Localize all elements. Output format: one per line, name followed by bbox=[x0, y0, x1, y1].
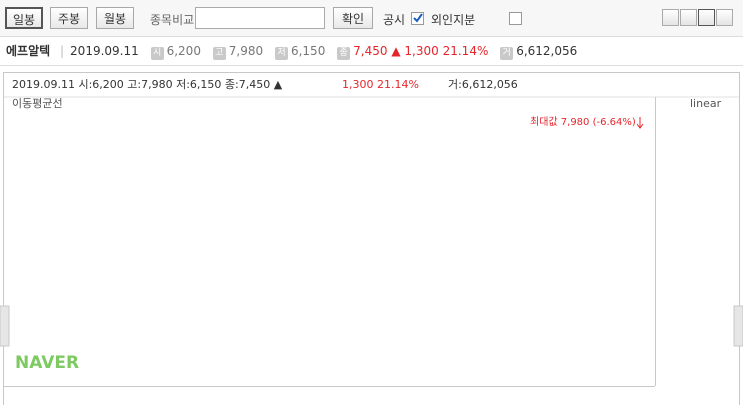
tool-icon[interactable] bbox=[698, 9, 715, 26]
separator: | bbox=[60, 44, 65, 58]
chart-info: 2019.09.11 시:6,200 고:7,980 저:6,150 종:7,4… bbox=[12, 78, 283, 91]
compare-label: 종목비교 bbox=[150, 13, 195, 27]
open: 6,200 bbox=[166, 44, 201, 58]
tag: 저 bbox=[274, 47, 288, 60]
tag: 고 bbox=[212, 47, 226, 60]
high: 7,980 bbox=[228, 44, 264, 58]
tag: 거 bbox=[500, 47, 514, 60]
tab-week[interactable]: 주봉 bbox=[50, 7, 88, 29]
confirm-button[interactable]: 확인 bbox=[333, 7, 373, 29]
legend-title: 이동평균선 bbox=[12, 97, 63, 110]
change: 1,300 bbox=[404, 44, 439, 58]
tag: 시 bbox=[150, 47, 164, 60]
change-pct: 21.14% bbox=[442, 44, 489, 58]
tool-icon[interactable] bbox=[680, 9, 697, 26]
side-tab[interactable] bbox=[0, 305, 10, 347]
tab-day[interactable]: 일봉 bbox=[5, 7, 43, 29]
volume: 6,612,056 bbox=[516, 44, 578, 58]
scale-label: linear bbox=[690, 97, 722, 110]
tag: 종 bbox=[337, 47, 351, 60]
chart-volume: 거:6,612,056 bbox=[448, 78, 518, 91]
foreign-label: 외인지분 bbox=[431, 13, 476, 27]
quote-date: 2019.09.11 bbox=[70, 44, 139, 58]
watermark: NAVER bbox=[15, 353, 79, 373]
disclosure-label: 공시 bbox=[383, 13, 406, 27]
max-arrow bbox=[636, 117, 644, 129]
tool-icon[interactable] bbox=[662, 9, 679, 26]
up-mark: ▲ bbox=[391, 44, 401, 58]
stock-name: 에프알텍 bbox=[6, 44, 51, 58]
max-note: 최대값 7,980 (-6.64%) bbox=[530, 116, 636, 128]
close: 7,450 bbox=[353, 44, 388, 58]
tab-month[interactable]: 월봉 bbox=[96, 7, 134, 29]
side-tab[interactable] bbox=[733, 305, 743, 347]
check-mark: 3,0004,0005,0006,0007,0002019.042019.052… bbox=[413, 13, 423, 23]
foreign-checkbox[interactable] bbox=[509, 12, 522, 25]
compare-input[interactable] bbox=[195, 7, 325, 29]
low: 6,150 bbox=[290, 44, 326, 58]
chart-change: 1,300 21.14% bbox=[342, 78, 419, 91]
chart-frame bbox=[3, 72, 740, 405]
disclosure-checkbox[interactable]: 3,0004,0005,0006,0007,0002019.042019.052… bbox=[411, 12, 424, 25]
tool-icon[interactable] bbox=[716, 9, 733, 26]
